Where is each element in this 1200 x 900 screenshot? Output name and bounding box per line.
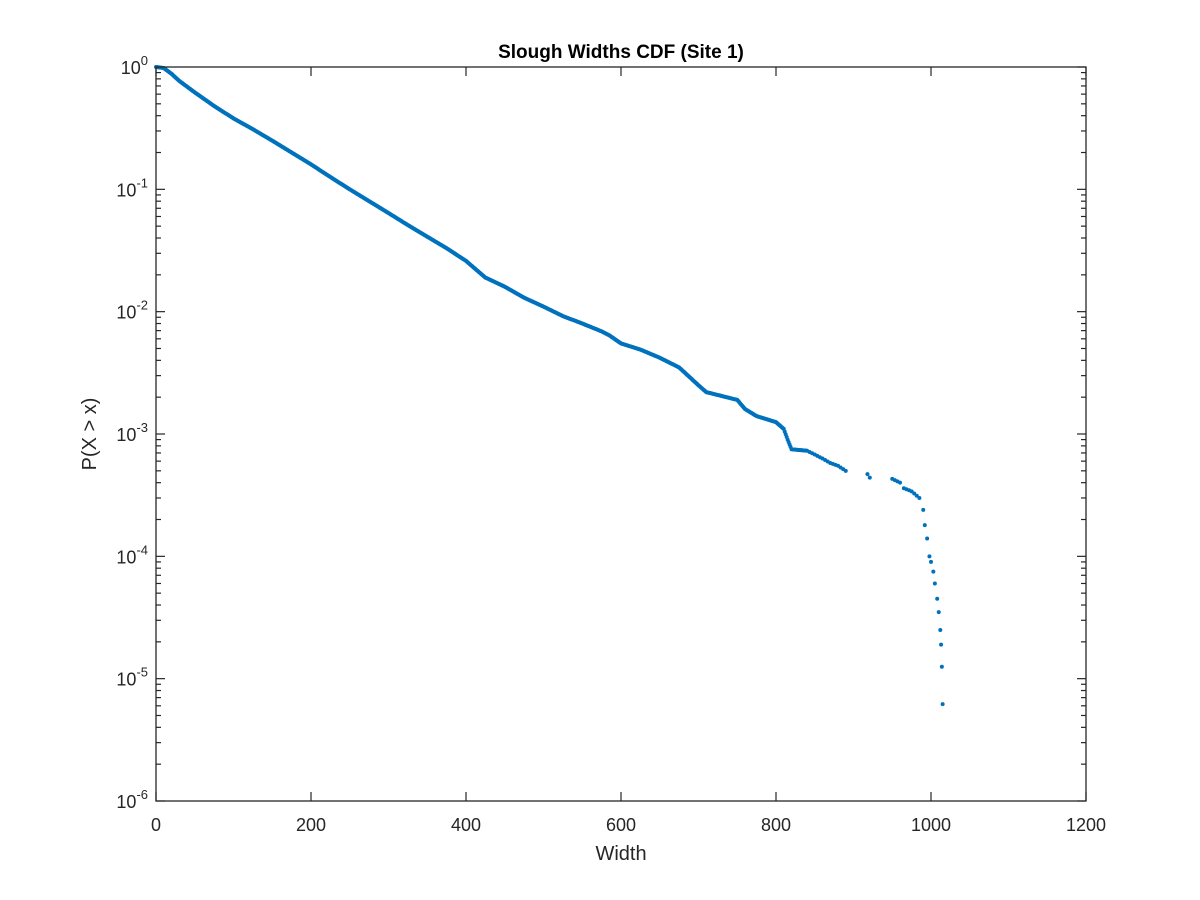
x-tick-label: 800 xyxy=(761,815,791,835)
x-tick-label: 600 xyxy=(606,815,636,835)
data-point xyxy=(935,596,940,601)
data-point xyxy=(932,581,937,586)
data-point xyxy=(939,642,944,647)
data-point xyxy=(843,468,848,473)
data-point xyxy=(939,664,944,669)
data-point xyxy=(922,523,927,528)
y-tick-exponent: -2 xyxy=(136,298,148,313)
y-tick-base: 10 xyxy=(116,425,136,445)
data-point xyxy=(917,495,922,500)
data-point xyxy=(936,610,941,615)
x-axis-label: Width xyxy=(595,843,646,865)
y-tick-exponent: -4 xyxy=(136,542,148,557)
data-point xyxy=(865,472,870,477)
y-tick-base: 10 xyxy=(116,180,136,200)
x-tick-label: 200 xyxy=(296,815,326,835)
x-axis: 0 200 400 600 800 1000 1200 xyxy=(151,67,1106,835)
data-point xyxy=(931,569,936,574)
y-tick-base: 10 xyxy=(116,792,136,812)
data-series xyxy=(154,65,945,707)
y-tick-label: 100 xyxy=(121,53,148,78)
y-tick-label: 10-2 xyxy=(116,298,148,323)
y-tick-base: 10 xyxy=(116,670,136,690)
data-point xyxy=(938,627,943,632)
x-tick-label: 1000 xyxy=(911,815,951,835)
data-point xyxy=(925,536,930,541)
y-tick-exponent: -3 xyxy=(136,420,148,435)
data-point xyxy=(940,702,945,707)
data-point xyxy=(929,559,933,564)
y-tick-label: 10-3 xyxy=(116,420,148,445)
x-tick-label: 400 xyxy=(451,815,481,835)
y-tick-label: 10-5 xyxy=(116,665,148,690)
data-point xyxy=(921,507,926,512)
y-tick-exponent: 0 xyxy=(141,53,148,68)
y-tick-base: 10 xyxy=(116,303,136,323)
y-tick-exponent: -6 xyxy=(136,787,148,802)
y-tick-base: 10 xyxy=(121,58,141,78)
x-tick-label: 0 xyxy=(151,815,161,835)
data-point xyxy=(867,475,872,480)
y-tick-exponent: -1 xyxy=(136,175,148,190)
plot-frame xyxy=(155,66,1087,802)
y-tick-exponent: -5 xyxy=(136,665,148,680)
y-axis-label: P(X > x) xyxy=(79,398,101,471)
y-tick-base: 10 xyxy=(116,547,136,567)
x-tick-label: 1200 xyxy=(1066,815,1106,835)
data-point xyxy=(927,554,932,559)
data-point xyxy=(898,480,902,485)
y-tick-label: 10-4 xyxy=(116,542,148,567)
y-tick-label: 10-1 xyxy=(116,175,148,200)
y-tick-label: 10-6 xyxy=(116,787,148,812)
chart-title: Slough Widths CDF (Site 1) xyxy=(498,42,744,63)
